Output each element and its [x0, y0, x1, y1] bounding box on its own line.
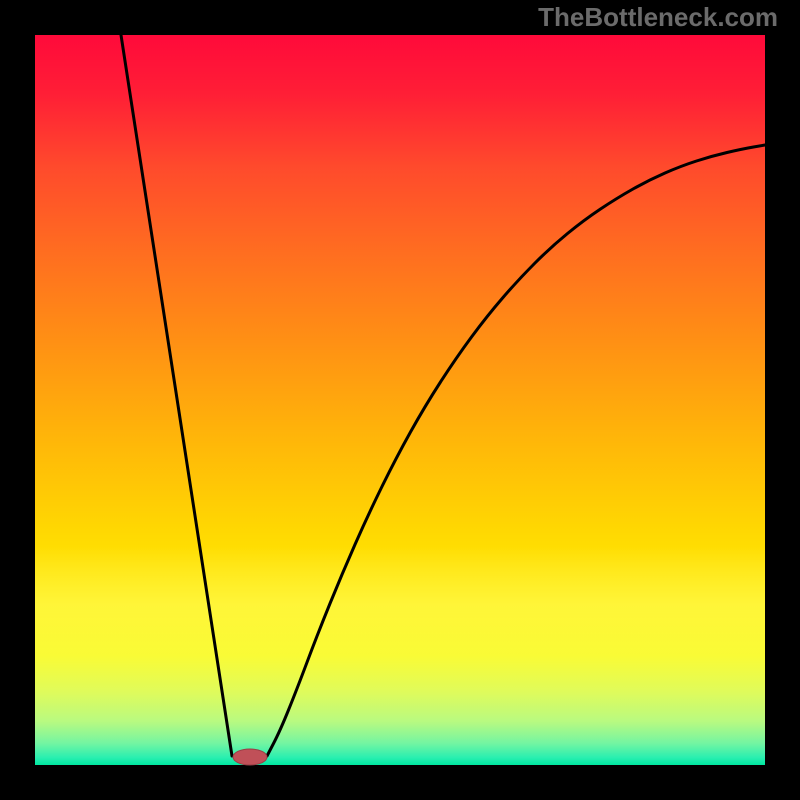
watermark-text: TheBottleneck.com	[538, 2, 778, 33]
plot-area	[35, 35, 765, 765]
minimum-marker	[233, 749, 267, 765]
chart-svg	[0, 0, 800, 800]
plot-bottom-glow	[35, 35, 765, 765]
chart-frame: TheBottleneck.com	[0, 0, 800, 800]
